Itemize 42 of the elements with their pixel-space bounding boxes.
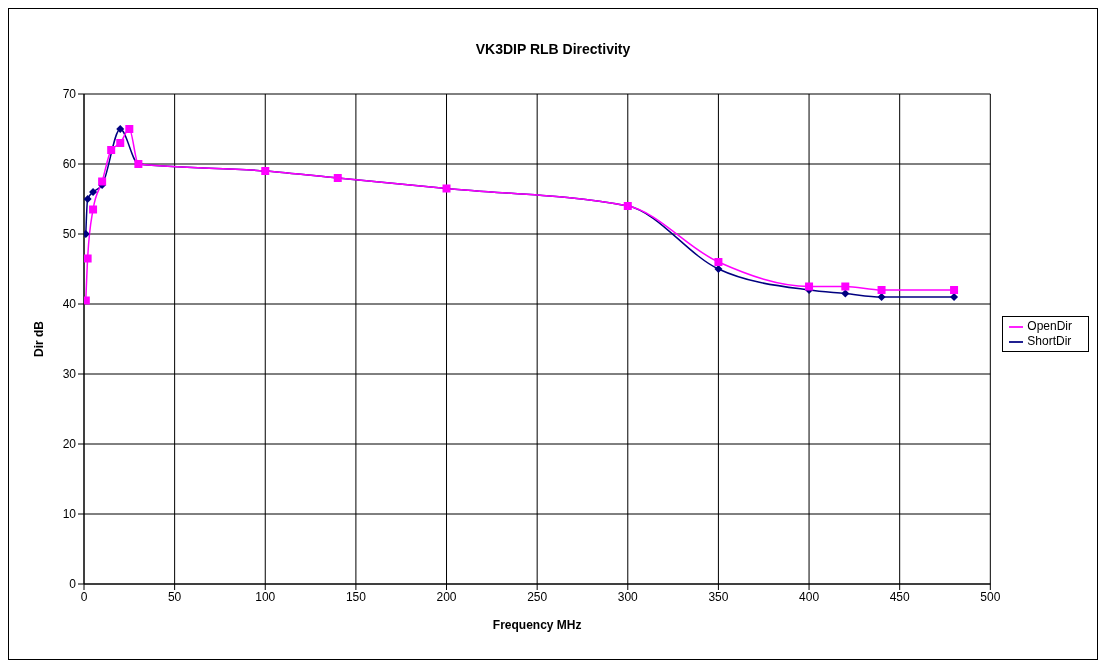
point xyxy=(84,254,92,263)
point xyxy=(125,125,134,133)
y-tick-label: 60 xyxy=(62,157,77,172)
point xyxy=(841,289,850,298)
y-tick-label: 50 xyxy=(62,227,77,242)
point xyxy=(877,286,886,294)
y-axis-title: Dir dB xyxy=(32,320,47,357)
y-tick-label: 10 xyxy=(62,507,77,522)
x-tick-label: 450 xyxy=(889,589,911,604)
point xyxy=(89,188,98,196)
x-tick-label: 400 xyxy=(799,589,820,604)
chart-title: VK3DIP RLB Directivity xyxy=(474,41,632,57)
point xyxy=(841,282,850,291)
x-tick-label: 250 xyxy=(527,589,548,604)
point xyxy=(98,177,107,186)
y-tick-label: 0 xyxy=(69,577,77,592)
point xyxy=(714,258,723,266)
point xyxy=(950,286,959,294)
x-axis-title: Frequency MHz xyxy=(492,618,582,632)
x-tick-label: 0 xyxy=(80,589,88,604)
y-tick-label: 70 xyxy=(62,87,77,102)
point xyxy=(107,146,116,154)
point xyxy=(877,293,886,301)
point xyxy=(950,293,959,301)
point xyxy=(714,265,723,273)
y-tick-label: 30 xyxy=(62,367,77,382)
x-tick-label: 350 xyxy=(708,589,729,604)
x-tick-label: 50 xyxy=(167,589,182,604)
point xyxy=(116,139,125,147)
y-tick-label: 20 xyxy=(62,437,77,452)
x-tick-label: 150 xyxy=(345,589,367,604)
point xyxy=(116,125,125,133)
legend-label: ShortDir xyxy=(1027,334,1072,348)
x-tick-label: 200 xyxy=(436,589,457,604)
point xyxy=(805,282,814,291)
point xyxy=(89,205,98,214)
y-tick-label: 40 xyxy=(62,297,77,312)
x-tick-label: 300 xyxy=(617,589,639,604)
legend-label: OpenDir xyxy=(1027,319,1072,334)
x-tick-label: 500 xyxy=(980,589,1001,604)
point xyxy=(84,195,92,203)
x-tick-label: 100 xyxy=(255,589,276,604)
